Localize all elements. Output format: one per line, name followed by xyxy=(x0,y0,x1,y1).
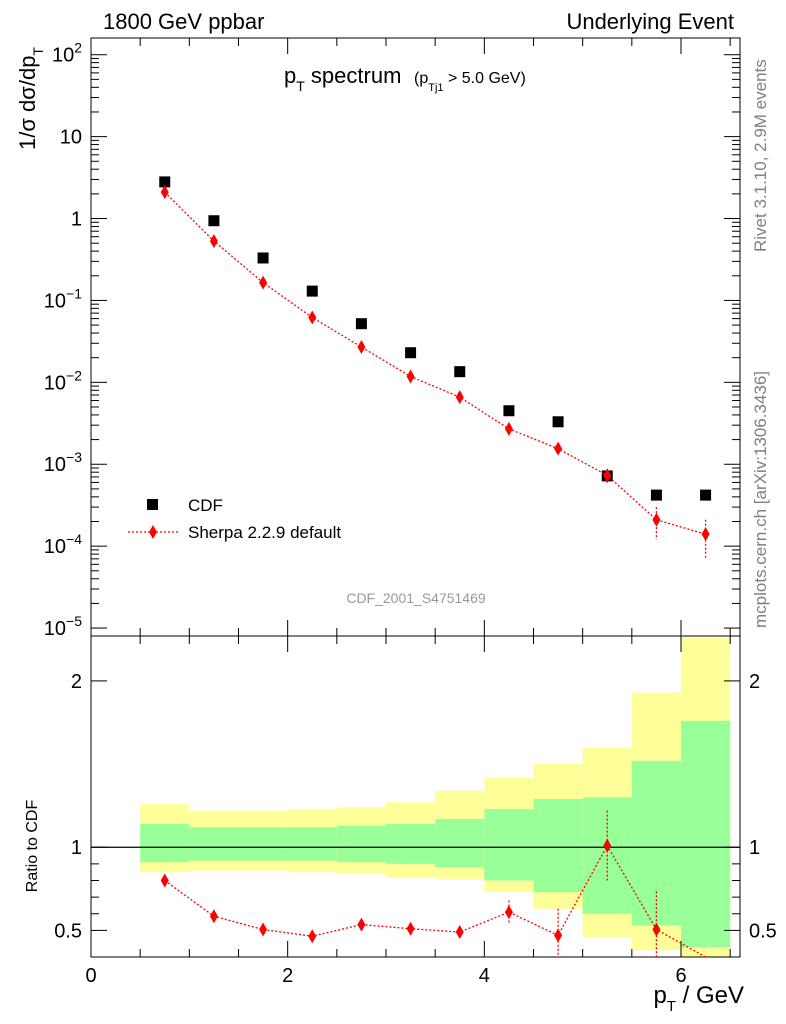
ratio-sherpa-point xyxy=(160,873,169,888)
legend-sherpa-label: Sherpa 2.2.9 default xyxy=(188,523,341,542)
ratio-y-tick-label: 1 xyxy=(71,837,82,859)
plot-cut-p: (p xyxy=(414,70,428,87)
main-axes: 10−5 10−4 10−3 10−2 10−1 1 10 102 xyxy=(44,37,741,640)
ratio-sherpa-point xyxy=(455,925,464,940)
ratio-sherpa-point xyxy=(554,928,563,943)
sherpa-point xyxy=(701,527,710,542)
main-ylabel-text: 1/σ dσ/dp xyxy=(15,56,40,150)
ratio-marks xyxy=(160,810,706,958)
sherpa-point xyxy=(554,441,563,456)
ratio-sherpa-point xyxy=(308,929,317,944)
main-marks xyxy=(159,176,712,559)
ratio-y-tick-label-right: 0.5 xyxy=(749,920,777,942)
ratio-y-tick-label-right: 1 xyxy=(749,837,760,859)
sherpa-point xyxy=(259,275,268,290)
sherpa-point xyxy=(652,512,661,527)
band-inner xyxy=(189,827,239,861)
band-inner xyxy=(336,825,386,863)
cdf-point xyxy=(355,318,367,330)
plot-cut: (pTj1 > 5.0 GeV) xyxy=(414,70,526,94)
y-tick-label: 10−4 xyxy=(44,531,82,558)
ratio-sherpa-point xyxy=(259,922,268,937)
legend: CDF Sherpa 2.2.9 default xyxy=(128,496,341,542)
ratio-sherpa-point xyxy=(504,905,513,920)
cdf-point xyxy=(503,405,515,417)
legend-sherpa-marker xyxy=(149,525,157,539)
x-tick-label: 4 xyxy=(479,965,490,987)
ratio-ylabel: Ratio to CDF xyxy=(24,800,41,893)
ratio-sherpa-point xyxy=(357,917,366,932)
y-tick-label: 10−1 xyxy=(44,285,82,312)
band-inner xyxy=(140,823,190,863)
band-inner xyxy=(386,823,436,864)
plot-title: pT spectrum xyxy=(284,63,401,94)
ratio-sherpa-point xyxy=(652,922,661,937)
sherpa-point xyxy=(357,340,366,355)
sherpa-point xyxy=(504,421,513,436)
y-tick-label: 10 xyxy=(60,127,82,149)
analysis-id: CDF_2001_S4751469 xyxy=(346,590,486,606)
band-inner xyxy=(533,798,583,893)
band-inner xyxy=(484,808,534,881)
sherpa-point xyxy=(209,234,218,249)
x-tick-label: 2 xyxy=(282,965,293,987)
ratio-sherpa-line xyxy=(164,844,706,958)
sherpa-point xyxy=(160,185,169,200)
ratio-sherpa-point xyxy=(603,838,612,853)
cdf-point xyxy=(552,416,564,428)
plot-title-rest: spectrum xyxy=(305,63,402,88)
cdf-point xyxy=(650,489,662,501)
legend-cdf-marker xyxy=(147,499,158,510)
ratio-frame xyxy=(90,635,741,958)
band-inner xyxy=(435,818,485,868)
cdf-point xyxy=(306,285,318,297)
x-axis-label-p: p xyxy=(653,982,666,1009)
legend-cdf-label: CDF xyxy=(188,496,223,515)
header-right: Underlying Event xyxy=(566,9,734,34)
cdf-point xyxy=(405,347,417,359)
ratio-y-tick-label-right: 2 xyxy=(749,671,760,693)
cdf-point xyxy=(257,252,269,264)
cdf-point xyxy=(208,215,220,227)
ratio-y-tick-label: 0.5 xyxy=(54,920,82,942)
mcplots-label: mcplots.cern.ch [arXiv:1306.3436] xyxy=(751,371,770,628)
cdf-point xyxy=(159,176,171,188)
y-tick-label: 1 xyxy=(71,209,82,231)
cdf-point xyxy=(454,366,466,378)
y-tick-label: 102 xyxy=(52,40,82,67)
x-tick-label: 6 xyxy=(675,965,686,987)
band-inner xyxy=(238,827,288,861)
main-ylabel: 1/σ dσ/dpT xyxy=(15,47,46,150)
header-left: 1800 GeV ppbar xyxy=(103,9,264,34)
y-tick-label: 10−3 xyxy=(44,449,82,476)
ratio-axes: 0.5 0.5 1 1 2 2 0 2 4 6 xyxy=(54,635,777,987)
x-tick-label: 0 xyxy=(85,965,96,987)
x-axis-label-sub: T xyxy=(667,998,676,1015)
main-ylabel-sub: T xyxy=(30,47,46,56)
rivet-label: Rivet 3.1.10, 2.9M events xyxy=(751,59,770,252)
band-inner xyxy=(631,760,681,926)
plot-title-sub: T xyxy=(296,78,305,94)
plot-title-p: p xyxy=(284,63,296,88)
ratio-bands xyxy=(140,637,731,957)
main-frame xyxy=(90,37,741,637)
ratio-sherpa-point xyxy=(209,909,218,924)
sherpa-point xyxy=(603,468,612,483)
x-axis-label-rest: / GeV xyxy=(676,982,744,1009)
plot-cut-sub: Tj1 xyxy=(428,82,443,94)
y-tick-label: 10−5 xyxy=(44,613,82,640)
sherpa-point xyxy=(308,310,317,325)
band-inner xyxy=(681,720,731,948)
plot-cut-rest: > 5.0 GeV) xyxy=(444,70,526,87)
sherpa-point xyxy=(406,369,415,384)
x-axis-label: pT / GeV xyxy=(653,982,744,1015)
y-tick-label: 10−2 xyxy=(44,367,82,394)
ratio-sherpa-point xyxy=(406,921,415,936)
sherpa-point xyxy=(455,390,464,405)
ratio-y-tick-label: 2 xyxy=(71,671,82,693)
band-inner xyxy=(287,827,337,861)
sherpa-line xyxy=(164,191,706,535)
cdf-point xyxy=(700,489,712,501)
